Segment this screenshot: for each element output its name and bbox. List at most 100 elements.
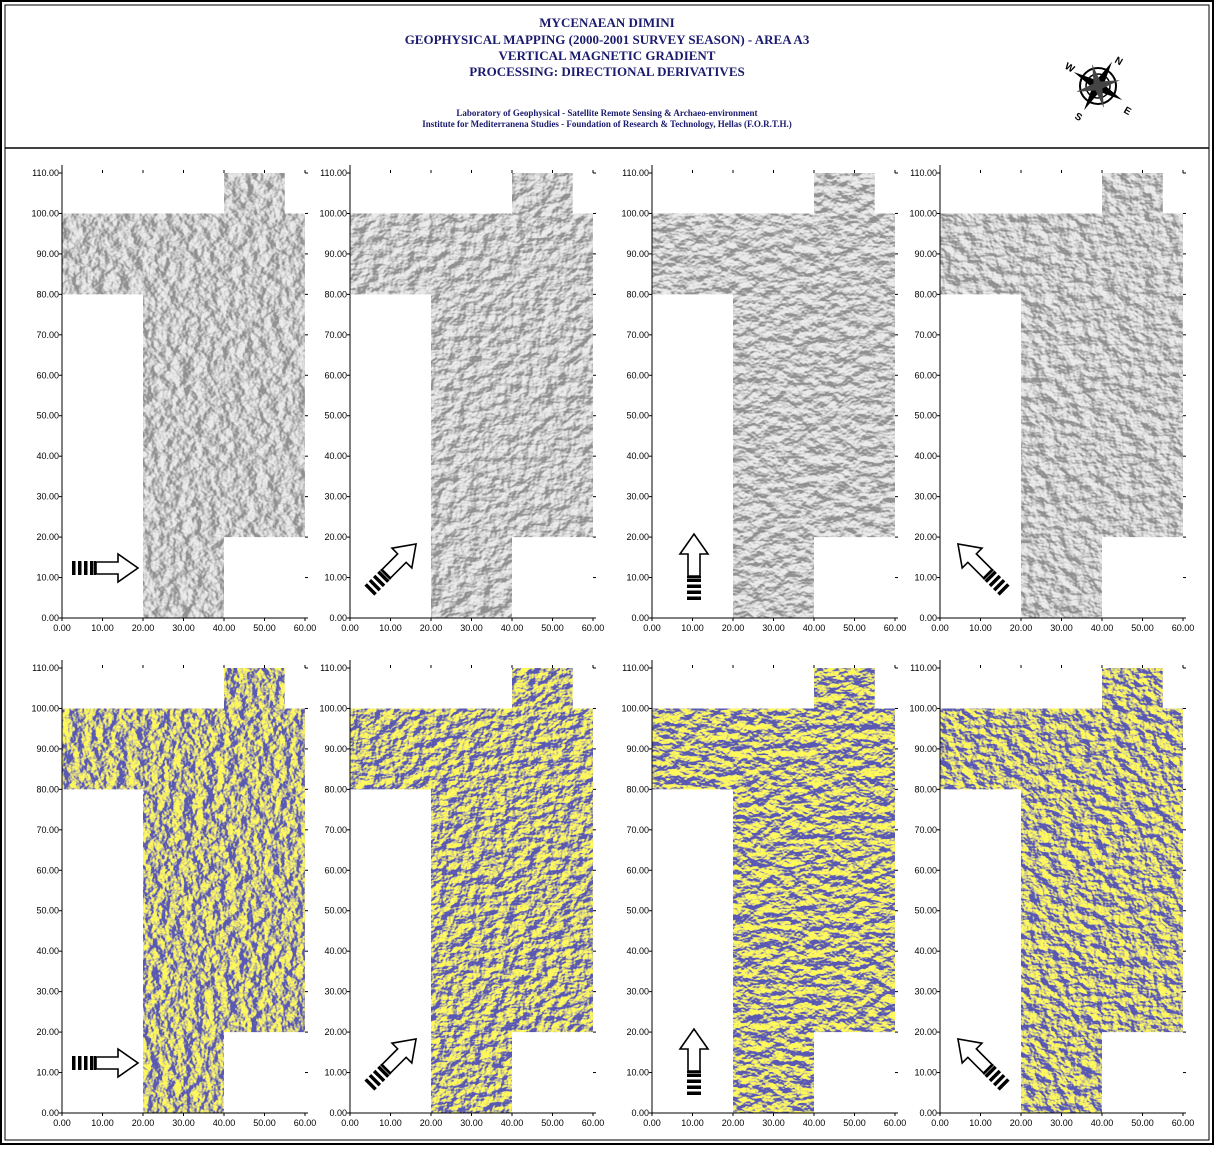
- compass-label: W: [1063, 61, 1077, 76]
- x-tick-label: 50.00: [843, 623, 866, 633]
- y-tick-label: 50.00: [36, 411, 59, 421]
- direction-arrow: [680, 534, 708, 600]
- x-tick-label: 20.00: [722, 623, 745, 633]
- y-tick-label: 30.00: [36, 492, 59, 502]
- x-tick-label: 10.00: [91, 1118, 114, 1128]
- x-tick-label: 30.00: [1050, 1118, 1073, 1128]
- y-tick-label: 100.00: [319, 208, 347, 218]
- y-tick-label: 70.00: [914, 330, 937, 340]
- y-tick-label: 100.00: [909, 703, 937, 713]
- y-tick-label: 50.00: [324, 411, 347, 421]
- x-tick-label: 60.00: [582, 623, 605, 633]
- x-tick-label: 50.00: [253, 1118, 276, 1128]
- y-tick-label: 90.00: [626, 249, 649, 259]
- y-tick-label: 0.00: [919, 1108, 937, 1118]
- gradient-image: [350, 173, 593, 618]
- title: PROCESSING: DIRECTIONAL DERIVATIVES: [469, 64, 744, 79]
- x-tick-label: 60.00: [582, 1118, 605, 1128]
- map-panel: 0.0010.0020.0030.0040.0050.0060.0070.008…: [909, 660, 1194, 1128]
- compass-rose: N E S W: [1060, 48, 1136, 124]
- map-panel: 0.0010.0020.0030.0040.0050.0060.0070.008…: [909, 165, 1194, 633]
- page: MYCENAEAN DIMINI GEOPHYSICAL MAPPING (20…: [0, 0, 1214, 1145]
- y-tick-label: 100.00: [31, 208, 59, 218]
- title: MYCENAEAN DIMINI: [539, 15, 674, 30]
- map-panel: 0.0010.0020.0030.0040.0050.0060.0070.008…: [621, 660, 906, 1128]
- lab-line: Laboratory of Geophysical - Satellite Re…: [456, 108, 757, 118]
- y-tick-label: 60.00: [36, 370, 59, 380]
- y-tick-label: 0.00: [41, 1108, 59, 1118]
- y-tick-label: 90.00: [36, 249, 59, 259]
- y-tick-label: 30.00: [36, 987, 59, 997]
- y-tick-label: 70.00: [626, 330, 649, 340]
- x-tick-label: 30.00: [762, 1118, 785, 1128]
- x-tick-label: 0.00: [341, 1118, 359, 1128]
- y-tick-label: 90.00: [36, 744, 59, 754]
- compass-label: S: [1073, 111, 1085, 124]
- direction-arrow: [72, 1049, 138, 1077]
- y-tick-label: 100.00: [621, 703, 649, 713]
- y-tick-label: 70.00: [914, 825, 937, 835]
- x-tick-label: 0.00: [53, 623, 71, 633]
- y-tick-label: 10.00: [324, 573, 347, 583]
- y-tick-label: 60.00: [324, 865, 347, 875]
- y-tick-label: 10.00: [36, 573, 59, 583]
- x-tick-label: 50.00: [541, 623, 564, 633]
- y-tick-label: 40.00: [626, 946, 649, 956]
- x-tick-label: 10.00: [379, 1118, 402, 1128]
- x-tick-label: 50.00: [541, 1118, 564, 1128]
- x-tick-label: 20.00: [1010, 1118, 1033, 1128]
- y-tick-label: 40.00: [36, 451, 59, 461]
- map-panel: 0.0010.0020.0030.0040.0050.0060.0070.008…: [319, 165, 604, 633]
- y-tick-label: 30.00: [626, 987, 649, 997]
- compass-label: E: [1122, 105, 1134, 118]
- y-tick-label: 60.00: [914, 370, 937, 380]
- x-tick-label: 30.00: [460, 623, 483, 633]
- y-tick-label: 10.00: [626, 1068, 649, 1078]
- y-tick-label: 0.00: [329, 613, 347, 623]
- x-tick-label: 30.00: [172, 1118, 195, 1128]
- y-tick-label: 70.00: [36, 825, 59, 835]
- y-tick-label: 50.00: [36, 906, 59, 916]
- x-tick-label: 60.00: [1172, 623, 1195, 633]
- y-tick-label: 30.00: [914, 492, 937, 502]
- y-tick-label: 0.00: [631, 1108, 649, 1118]
- x-tick-label: 20.00: [420, 623, 443, 633]
- y-tick-label: 40.00: [324, 451, 347, 461]
- x-tick-label: 60.00: [1172, 1118, 1195, 1128]
- y-tick-label: 10.00: [914, 1068, 937, 1078]
- y-tick-label: 0.00: [329, 1108, 347, 1118]
- x-tick-label: 60.00: [884, 1118, 907, 1128]
- y-tick-label: 10.00: [626, 573, 649, 583]
- y-tick-label: 20.00: [914, 1027, 937, 1037]
- x-tick-label: 40.00: [1091, 623, 1114, 633]
- direction-arrow: [948, 1029, 1014, 1095]
- y-tick-label: 10.00: [36, 1068, 59, 1078]
- y-tick-label: 50.00: [914, 411, 937, 421]
- x-tick-label: 10.00: [969, 623, 992, 633]
- x-tick-label: 60.00: [294, 1118, 317, 1128]
- y-tick-label: 110.00: [910, 663, 937, 673]
- y-tick-label: 80.00: [36, 784, 59, 794]
- x-tick-label: 0.00: [643, 623, 661, 633]
- x-tick-label: 60.00: [884, 623, 907, 633]
- y-tick-label: 70.00: [36, 330, 59, 340]
- y-tick-label: 30.00: [324, 492, 347, 502]
- y-tick-label: 80.00: [324, 289, 347, 299]
- map-panel: 0.0010.0020.0030.0040.0050.0060.0070.008…: [31, 165, 316, 633]
- y-tick-label: 0.00: [41, 613, 59, 623]
- x-tick-label: 30.00: [1050, 623, 1073, 633]
- x-tick-label: 10.00: [681, 1118, 704, 1128]
- y-tick-label: 60.00: [914, 865, 937, 875]
- gradient-image: [62, 668, 305, 1113]
- y-tick-label: 80.00: [324, 784, 347, 794]
- x-tick-label: 30.00: [172, 623, 195, 633]
- y-tick-label: 110.00: [320, 663, 347, 673]
- x-tick-label: 40.00: [501, 623, 524, 633]
- x-tick-label: 10.00: [379, 623, 402, 633]
- y-tick-label: 90.00: [914, 249, 937, 259]
- title: GEOPHYSICAL MAPPING (2000-2001 SURVEY SE…: [405, 32, 810, 47]
- y-tick-label: 30.00: [914, 987, 937, 997]
- direction-arrow: [359, 1029, 425, 1095]
- y-tick-label: 20.00: [36, 532, 59, 542]
- x-tick-label: 50.00: [843, 1118, 866, 1128]
